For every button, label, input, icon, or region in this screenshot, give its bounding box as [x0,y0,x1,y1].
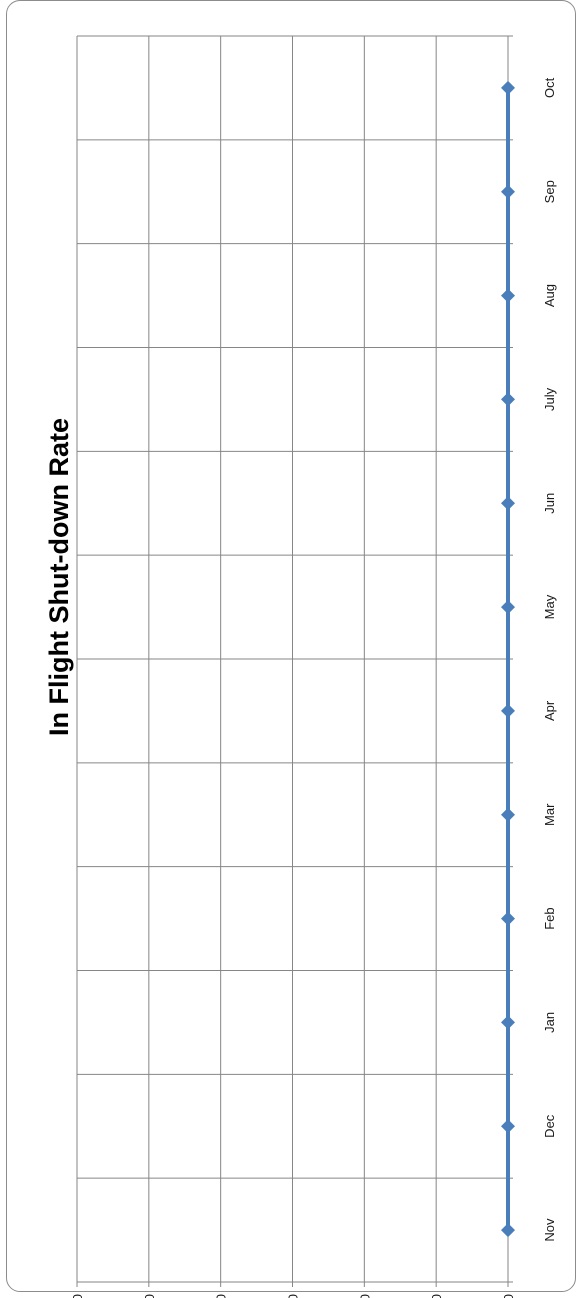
data-point [501,600,515,615]
value-tick-label: 0,020 [357,1294,372,1298]
data-point [501,1119,515,1134]
category-tick-label: May [542,594,557,619]
data-point [501,911,515,926]
category-tick-label: July [542,387,557,411]
value-tick-label: 0,010 [429,1294,444,1298]
tick-labels: 0,000 0,010 0,020 0,030 0,040 0,050 0,060 Nov De… [70,77,557,1298]
data-point [501,1015,515,1030]
data-point [501,703,515,718]
axes [76,35,513,1287]
value-tick-label: 0,050 [142,1294,157,1298]
category-tick-label: Aug [542,284,557,307]
series-layer [501,80,515,1238]
category-tick-label: Nov [542,1218,557,1242]
category-tick-label: Jan [542,1012,557,1033]
value-tick-label: 0,060 [70,1294,85,1298]
value-tick-label: 0,000 [501,1294,516,1298]
data-point [501,807,515,822]
category-tick-label: Oct [542,77,557,98]
category-tick-label: Mar [542,803,557,826]
category-tick-label: Feb [542,907,557,929]
grid-lines [76,35,508,1283]
category-tick-label: Jun [542,493,557,514]
chart-title: In Flight Shut-down Rate [44,418,74,736]
value-tick-label: 0,040 [214,1294,229,1298]
data-point [501,1223,515,1238]
data-point [501,80,515,95]
category-tick-label: Apr [542,700,557,721]
data-point [501,392,515,407]
value-tick-label: 0,030 [286,1294,301,1298]
data-point [501,496,515,511]
category-tick-label: Sep [542,180,557,203]
data-point [501,288,515,303]
chart-frame [6,0,576,1292]
category-tick-label: Dec [542,1114,557,1138]
data-point [501,184,515,199]
